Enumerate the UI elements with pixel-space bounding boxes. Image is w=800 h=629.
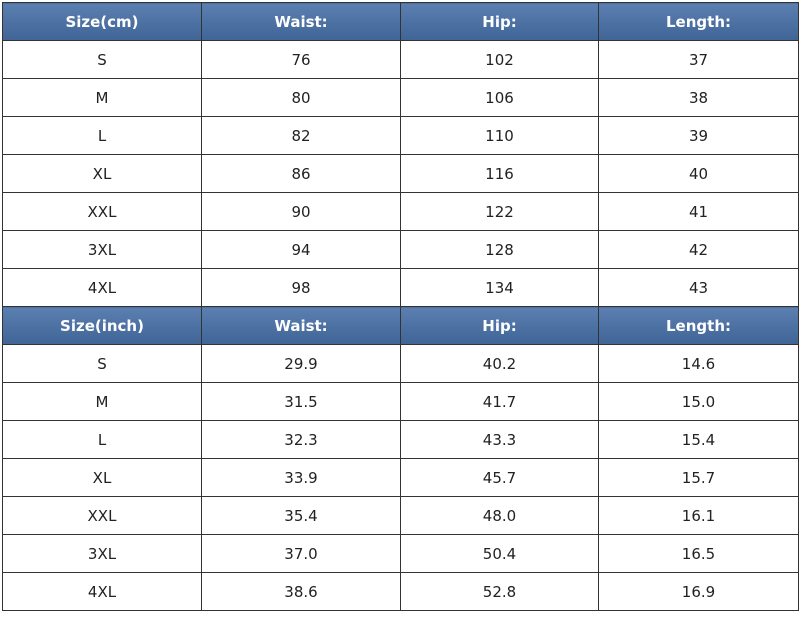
table-cell: 40 [598,154,799,193]
table-cell: 80 [201,78,401,117]
header-cell: Hip: [400,306,599,345]
table-cell: XL [2,154,202,193]
data-row: 3XL 94 128 42 [2,230,799,269]
header-cell: Size(inch) [2,306,202,345]
table-cell: 45.7 [400,458,599,497]
table-cell: 40.2 [400,344,599,383]
table-cell: 16.1 [598,496,799,535]
table-body: Size(cm) Waist: Hip: Length: S 76 102 37 M 80 106 3… [2,2,799,611]
data-row: XXL 35.4 48.0 16.1 [2,496,799,535]
data-row: XXL 90 122 41 [2,192,799,231]
table-cell: 15.4 [598,420,799,459]
table-cell: 38 [598,78,799,117]
table-cell: 106 [400,78,599,117]
table-cell: 37.0 [201,534,401,573]
table-cell: 128 [400,230,599,269]
table-cell: 39 [598,116,799,155]
data-row: L 32.3 43.3 15.4 [2,420,799,459]
table-cell: 3XL [2,230,202,269]
header-cell: Waist: [201,2,401,41]
table-cell: 37 [598,40,799,79]
table-cell: 76 [201,40,401,79]
header-row: Size(inch) Waist: Hip: Length: [2,306,799,345]
header-cell: Length: [598,306,799,345]
table-cell: 43.3 [400,420,599,459]
header-cell: Size(cm) [2,2,202,41]
data-row: 3XL 37.0 50.4 16.5 [2,534,799,573]
header-cell: Length: [598,2,799,41]
table-cell: 4XL [2,268,202,307]
table-cell: 35.4 [201,496,401,535]
table-cell: XL [2,458,202,497]
table-cell: S [2,344,202,383]
data-row: 4XL 98 134 43 [2,268,799,307]
table-cell: 86 [201,154,401,193]
table-cell: 31.5 [201,382,401,421]
data-row: M 31.5 41.7 15.0 [2,382,799,421]
table-cell: 29.9 [201,344,401,383]
data-row: S 29.9 40.2 14.6 [2,344,799,383]
header-row: Size(cm) Waist: Hip: Length: [2,2,799,41]
table-cell: 41 [598,192,799,231]
header-cell: Waist: [201,306,401,345]
data-row: L 82 110 39 [2,116,799,155]
table-cell: 15.7 [598,458,799,497]
table-cell: 122 [400,192,599,231]
data-row: 4XL 38.6 52.8 16.9 [2,572,799,611]
table-cell: M [2,382,202,421]
table-cell: XXL [2,192,202,231]
table-cell: 33.9 [201,458,401,497]
table-cell: 48.0 [400,496,599,535]
table-cell: 3XL [2,534,202,573]
table-cell: 50.4 [400,534,599,573]
header-cell: Hip: [400,2,599,41]
table-cell: 14.6 [598,344,799,383]
data-row: XL 33.9 45.7 15.7 [2,458,799,497]
data-row: XL 86 116 40 [2,154,799,193]
table-cell: L [2,116,202,155]
table-cell: 94 [201,230,401,269]
size-table: Size(cm) Waist: Hip: Length: S 76 102 37 M 80 106 3… [2,2,799,611]
table-cell: 4XL [2,572,202,611]
table-cell: 82 [201,116,401,155]
table-cell: 42 [598,230,799,269]
table-cell: 43 [598,268,799,307]
data-row: M 80 106 38 [2,78,799,117]
table-cell: 32.3 [201,420,401,459]
data-row: S 76 102 37 [2,40,799,79]
table-cell: 110 [400,116,599,155]
table-cell: 15.0 [598,382,799,421]
table-cell: 134 [400,268,599,307]
table-cell: 52.8 [400,572,599,611]
table-cell: M [2,78,202,117]
table-cell: S [2,40,202,79]
table-cell: 116 [400,154,599,193]
table-cell: 41.7 [400,382,599,421]
table-cell: 98 [201,268,401,307]
table-cell: L [2,420,202,459]
table-cell: 16.9 [598,572,799,611]
table-cell: 16.5 [598,534,799,573]
table-cell: XXL [2,496,202,535]
table-cell: 90 [201,192,401,231]
table-cell: 102 [400,40,599,79]
table-cell: 38.6 [201,572,401,611]
